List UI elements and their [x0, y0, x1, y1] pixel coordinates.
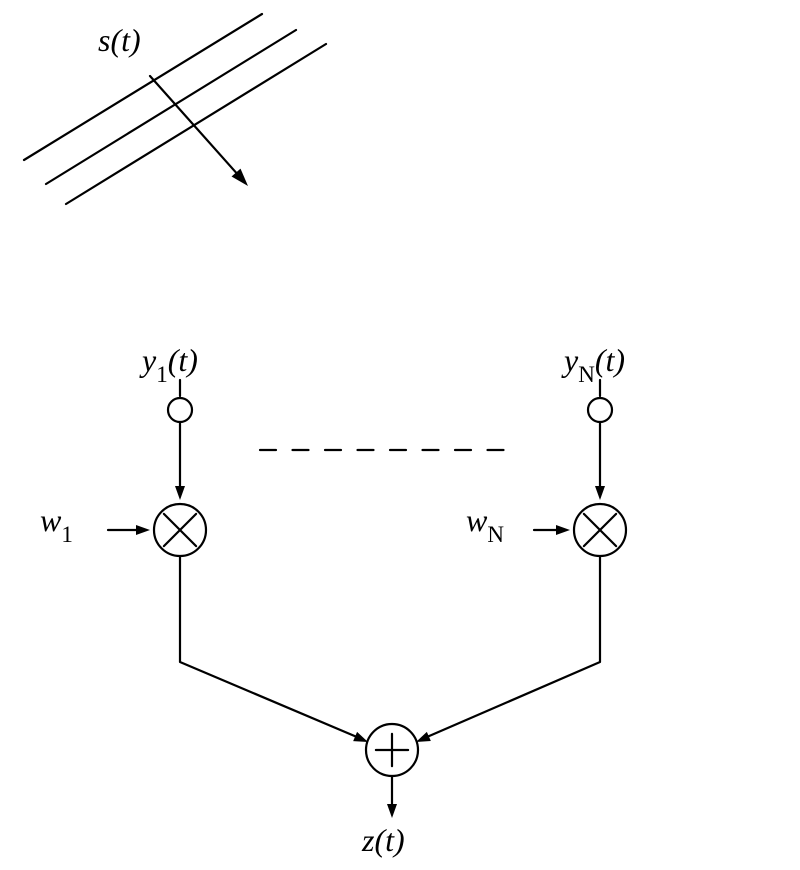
diagram-svg — [0, 0, 800, 870]
label-yN: yN(t) — [564, 342, 625, 384]
label-y1: y1(t) — [142, 342, 198, 384]
diagram-canvas: s(t) y1(t) yN(t) w1 wN z(t) — [0, 0, 800, 870]
label-wN: wN — [466, 502, 504, 544]
label-signal: s(t) — [98, 22, 141, 59]
label-w1: w1 — [40, 502, 73, 544]
label-z: z(t) — [362, 822, 405, 859]
